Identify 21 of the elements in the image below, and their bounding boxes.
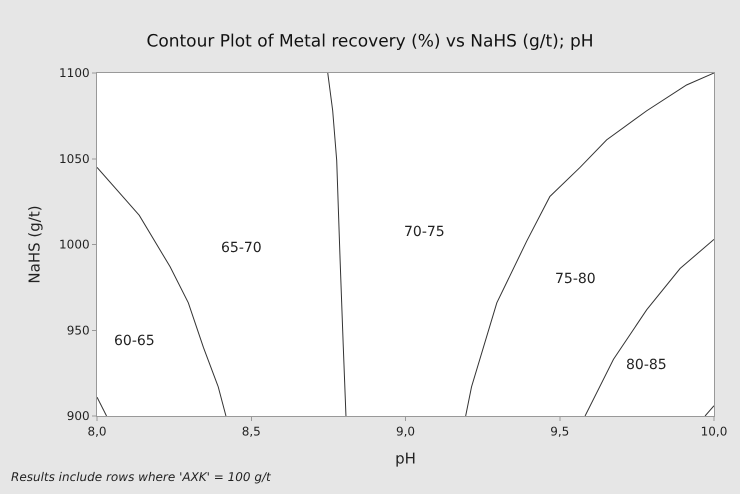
line-series (465, 73, 714, 416)
annotation: 80-85 (626, 357, 667, 373)
y-axis-title: NaHS (g/t) (25, 205, 44, 284)
x-tick-label: 8,0 (87, 424, 107, 438)
y-tick-label: 1100 (59, 66, 90, 80)
x-tick-label: 10,0 (700, 424, 728, 438)
annotation: 65-70 (221, 240, 262, 256)
y-tick-label: 900 (66, 409, 90, 424)
annotation: 70-75 (404, 224, 445, 240)
chart-title: Contour Plot of Metal recovery (%) vs NaHS (g/t); pH (146, 31, 594, 52)
y-tick-label: 1000 (59, 238, 90, 252)
x-axis-title: pH (395, 449, 416, 468)
x-tick-label: 8,5 (242, 424, 261, 438)
line-series (327, 73, 346, 416)
x-tick-label: 9,0 (396, 424, 416, 438)
x-tick-label: 9,5 (550, 424, 570, 438)
annotation: 75-80 (555, 271, 596, 287)
annotation: 60-65 (114, 333, 155, 349)
y-tick-label: 1050 (59, 152, 90, 166)
text: Results include rows where 'AXK' = 100 g/t (11, 470, 272, 484)
y-tick-label: 950 (66, 323, 90, 338)
